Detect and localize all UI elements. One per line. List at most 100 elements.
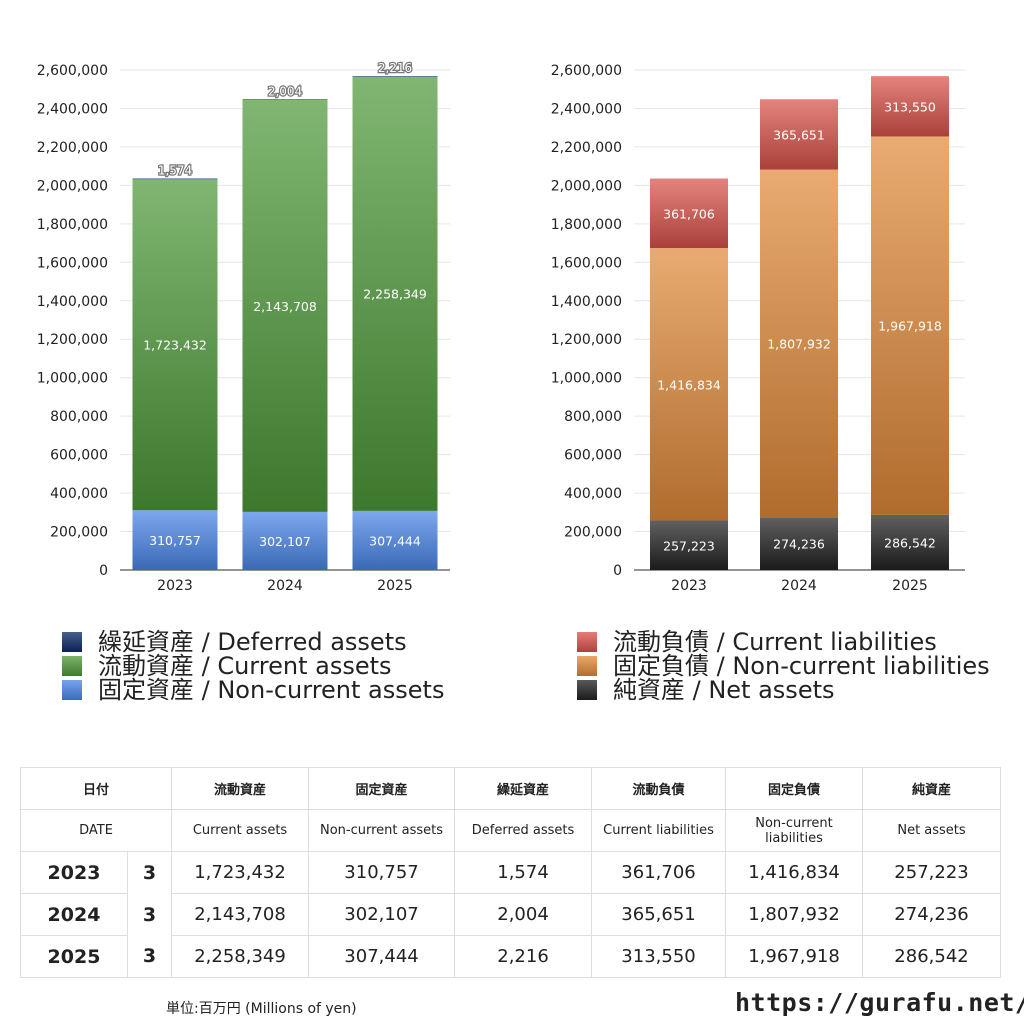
header-net-assets-ja: 純資産: [862, 767, 1002, 810]
data-label: 1,416,834: [657, 377, 721, 392]
table-row: 2025 3 2,258,349 307,444 2,216 313,550 1…: [20, 935, 1002, 978]
y-tick-label: 2,400,000: [37, 101, 108, 117]
row-year: 2023: [20, 851, 128, 894]
bar-segment: [760, 169, 838, 518]
data-label: 2,216: [378, 61, 412, 75]
source-url: https://gurafu.net/: [735, 988, 1024, 1017]
row-month: 3: [126, 893, 173, 936]
legend-label: 固定負債 / Non-current liabilities: [613, 652, 990, 680]
data-label: 274,236: [773, 537, 825, 552]
y-tick-label: 1,200,000: [551, 332, 622, 348]
y-tick-label: 2,000,000: [551, 178, 622, 194]
y-tick-label: 1,400,000: [551, 294, 622, 310]
cell-deferred-assets: 1,574: [454, 851, 593, 894]
cell-noncurrent-liabilities: 1,967,918: [725, 935, 864, 978]
x-tick-label: 2024: [267, 578, 303, 594]
y-tick-label: 800,000: [50, 409, 108, 425]
data-label: 1,967,918: [878, 319, 942, 334]
y-tick-label: 1,200,000: [37, 332, 108, 348]
header-deferred-assets-ja: 繰延資産: [454, 767, 593, 810]
header-noncurrent-assets-en: Non-current assets: [308, 809, 456, 852]
legend-swatch: [577, 632, 597, 652]
x-tick-label: 2023: [671, 578, 707, 594]
y-tick-label: 2,200,000: [37, 140, 108, 156]
header-date-en: DATE: [19, 809, 173, 852]
bar-segment: [760, 99, 838, 170]
y-tick-label: 2,600,000: [37, 63, 108, 79]
table-row: 2024 3 2,143,708 302,107 2,004 365,651 1…: [20, 893, 1002, 936]
header-date-ja: 日付: [19, 767, 173, 810]
legend-item: 流動資産 / Current assets: [62, 654, 444, 678]
cell-current-liabilities: 313,550: [591, 935, 727, 978]
bar-segment: [242, 511, 328, 570]
header-current-assets-ja: 流動資産: [171, 767, 310, 810]
cell-deferred-assets: 2,004: [454, 893, 593, 936]
table-row: 2023 3 1,723,432 310,757 1,574 361,706 1…: [20, 851, 1002, 894]
data-label: 1,574: [158, 164, 192, 178]
y-tick-label: 400,000: [50, 486, 108, 502]
cell-current-assets: 1,723,432: [171, 851, 310, 894]
data-label: 310,757: [149, 533, 201, 548]
y-tick-label: 1,000,000: [37, 371, 108, 387]
cell-noncurrent-assets: 307,444: [308, 935, 456, 978]
data-label: 2,143,708: [253, 299, 317, 314]
x-tick-label: 2023: [157, 578, 193, 594]
bar-segment: [650, 248, 728, 521]
data-label: 2,258,349: [363, 287, 427, 302]
header-deferred-assets-en: Deferred assets: [454, 809, 593, 852]
data-label: 307,444: [369, 533, 421, 548]
y-tick-label: 2,000,000: [37, 178, 108, 194]
liabilities-legend: 流動負債 / Current liabilities 固定負債 / Non-cur…: [577, 630, 990, 702]
table-header-en: DATE Current assets Non-current assets D…: [19, 809, 1002, 852]
y-tick-label: 600,000: [50, 448, 108, 464]
y-tick-label: 1,600,000: [37, 255, 108, 271]
header-noncurrent-liabilities-ja: 固定負債: [725, 767, 864, 810]
y-tick-label: 800,000: [564, 409, 622, 425]
x-tick-label: 2024: [781, 578, 817, 594]
y-tick-label: 1,000,000: [551, 371, 622, 387]
bar-segment: [871, 76, 949, 137]
table-header-ja: 日付 流動資産 固定資産 繰延資産 流動負債 固定負債 純資産: [19, 767, 1002, 810]
row-year: 2024: [20, 893, 128, 936]
data-label: 257,223: [663, 538, 715, 553]
legend-swatch: [577, 656, 597, 676]
cell-current-assets: 2,143,708: [171, 893, 310, 936]
bar-segment: [132, 178, 218, 511]
bar-segment: [871, 136, 949, 515]
bar-segment: [132, 178, 218, 180]
cell-current-liabilities: 365,651: [591, 893, 727, 936]
legend-item: 純資産 / Net assets: [577, 678, 990, 702]
y-tick-label: 2,600,000: [551, 63, 622, 79]
legend-swatch: [62, 680, 82, 700]
y-tick-label: 600,000: [564, 448, 622, 464]
bar-segment: [352, 76, 438, 77]
liabilities-chart: 0 200,000 400,000 600,000 800,000 1,000,000 1,…: [551, 63, 965, 594]
bar-segment: [760, 517, 838, 570]
data-label: 286,542: [884, 535, 936, 550]
y-tick-label: 2,200,000: [551, 140, 622, 156]
row-month: 3: [126, 851, 173, 894]
y-tick-label: 2,400,000: [551, 101, 622, 117]
header-noncurrent-assets-ja: 固定資産: [308, 767, 456, 810]
y-tick-label: 1,800,000: [551, 217, 622, 233]
data-label: 302,107: [259, 534, 311, 549]
legend-item: 流動負債 / Current liabilities: [577, 630, 990, 654]
bar-segment: [242, 99, 328, 100]
assets-legend: 繰延資産 / Deferred assets 流動資産 / Current ass…: [62, 630, 444, 702]
data-label: 313,550: [884, 99, 936, 114]
y-tick-label: 400,000: [564, 486, 622, 502]
bar-segment: [352, 510, 438, 570]
cell-noncurrent-liabilities: 1,416,834: [725, 851, 864, 894]
data-label: 2,004: [268, 84, 302, 98]
header-net-assets-en: Net assets: [862, 809, 1002, 852]
header-current-assets-en: Current assets: [171, 809, 310, 852]
legend-label: 純資産 / Net assets: [613, 676, 835, 704]
y-tick-label: 200,000: [50, 525, 108, 541]
header-current-liabilities-en: Current liabilities: [591, 809, 727, 852]
header-noncurrent-liabilities-en: Non-current liabilities: [725, 809, 864, 852]
y-tick-label: 1,800,000: [37, 217, 108, 233]
cell-net-assets: 257,223: [862, 851, 1002, 894]
legend-swatch: [62, 656, 82, 676]
legend-label: 繰延資産 / Deferred assets: [98, 628, 407, 656]
y-tick-label: 0: [613, 563, 622, 579]
